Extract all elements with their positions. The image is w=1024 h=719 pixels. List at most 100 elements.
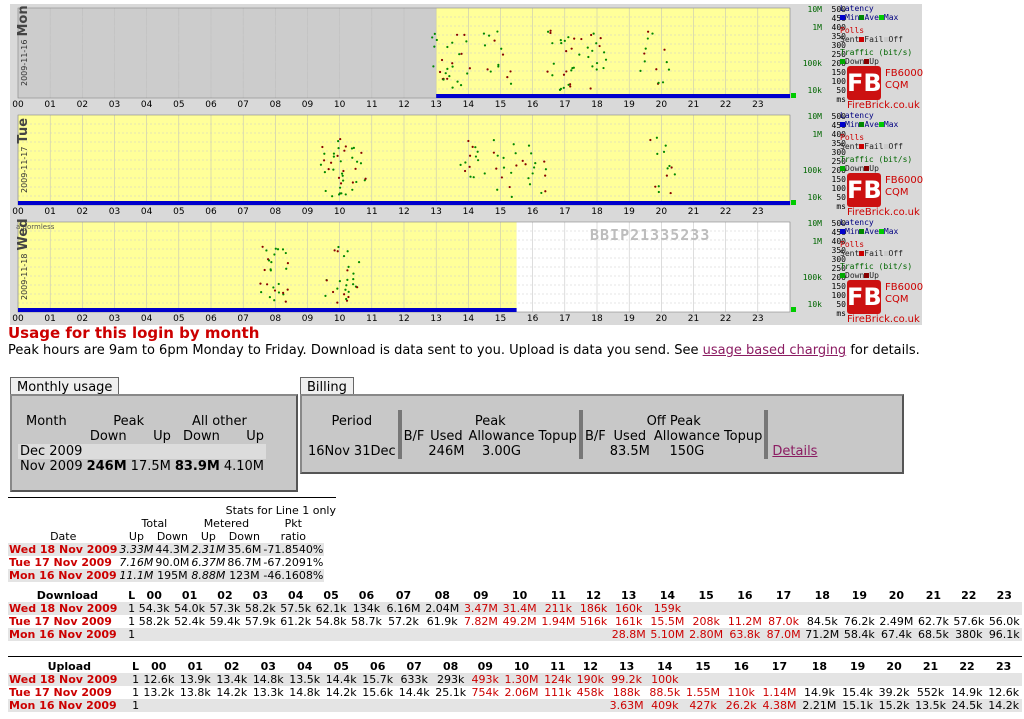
traffic-dot [534,162,537,165]
traffic-dot [340,172,344,175]
col-hour: 18 [811,660,828,673]
traffic-dot [543,160,546,163]
value-cell [136,628,172,641]
latency-axis-label: 100 [831,77,846,86]
value-cell: 190k [574,673,607,686]
hour-label: 00 [12,207,24,217]
value-cell: 63.8k [725,628,765,641]
traffic-dot [591,65,594,68]
traffic-dot [446,67,449,70]
latency-axis-label: ms [836,202,846,211]
info-text: Peak hours are 9am to 6pm Monday to Frid… [8,343,703,358]
line-cell: 1 [126,602,137,615]
hour-label: 22 [719,207,732,217]
traffic-dot [322,159,326,162]
line-cell: 1 [130,699,141,712]
value-cell: 161k [615,615,643,628]
value-cell [384,628,423,641]
value-cell: 13.3k [252,686,284,699]
table-row: Wed 18 Nov 2009 3.33M 44.3M 2.31M 35.6M … [8,543,325,556]
traffic-dot [471,145,474,148]
col-hour: 17 [775,589,792,602]
tab-monthly-usage[interactable]: Monthly usage [10,377,120,397]
col-hour: 17 [771,660,788,673]
hourly-upload-table: Upload L 00 01 02 03 04 05 06 07 08 09 10 11 12 13 14 15 1… [8,660,1022,712]
hour-label: 22 [719,100,732,110]
hour-label: 02 [76,314,89,324]
col-allowance: Allowance [468,429,535,444]
col-hour: 06 [358,589,375,602]
traffic-axis-label: 1M [812,237,822,246]
traffic-dot [663,48,666,51]
value-cell [951,602,987,615]
period-from: 16Nov [308,444,350,459]
traffic-dot [673,173,676,176]
traffic-dot [281,248,285,251]
traffic-dot [329,161,333,164]
traffic-dot [562,86,565,89]
col-hour: 00 [146,589,162,602]
traffic-dot [603,51,606,54]
col-peak-up: Up [153,429,171,444]
col-hour: 12 [582,660,598,673]
traffic-dot [355,180,358,184]
traffic-dot [285,267,288,270]
traffic-dot [580,37,583,41]
line-cell: 1 [128,615,136,628]
traffic-dot [459,163,462,166]
traffic-dot [463,33,466,36]
stats-table: Total Metered Pkt Date Up Down Up Down r… [8,517,325,582]
col-hour: 20 [886,660,902,673]
traffic-dot [351,156,354,159]
value-cell: 14.2k [216,686,248,699]
traffic-dot [549,29,552,32]
value-cell: 458k [576,686,605,699]
hour-label: 23 [752,314,764,324]
traffic-dot [665,61,668,64]
value-cell: 211k [539,602,578,615]
col-bf: B/F [403,429,425,444]
value-cell [501,699,542,712]
tab-billing[interactable]: Billing [300,377,354,397]
traffic-dot [565,70,568,73]
value-cell: 14.2k [985,699,1022,712]
latency-axis-label: 150 [831,282,846,291]
traffic-dot [560,42,563,45]
latency-axis-label: 300 [831,41,846,50]
traffic-dot [284,300,287,303]
hour-label: 08 [269,314,282,324]
traffic-dot [451,86,454,89]
col-hour: 10 [512,589,528,602]
latency-axis-label: 500 [831,219,846,228]
traffic-dot [651,32,654,35]
hour-label: 00 [12,100,24,110]
legend-traffic: Traffic (bit/s) [840,262,913,271]
value-cell [250,699,287,712]
traffic-dot [319,163,323,166]
traffic-dot [323,152,326,155]
col-hour: 11 [550,589,567,602]
traffic-dot [282,291,285,294]
traffic-dot [321,145,324,149]
traffic-dot [346,269,349,272]
details-link[interactable]: Details [772,444,818,459]
value-cell [140,699,178,712]
col-peak: Peak [113,414,145,429]
value-cell: 54.0k [171,602,208,615]
value-cell: 57.6k [953,615,985,628]
value-cell [395,699,433,712]
value-cell: 3.47M [461,602,501,615]
col-topup: Topup [723,429,763,444]
latency-axis-label: 50 [836,300,846,309]
col-hour: 03 [260,660,276,673]
value-cell: 54.8k [315,615,347,628]
usage-charging-link[interactable]: usage based charging [702,343,847,358]
value-cell [402,444,427,459]
hour-label: 19 [623,100,635,110]
traffic-dot [655,68,658,71]
usage-title: Usage for this login by month [8,324,260,342]
table-row: Mon 16 Nov 2009 1 3.63M 409k 427k 26.2k 4.38M 2… [8,699,1022,712]
table-row: Wed 18 Nov 2009 1 54.3k 54.0k 57.3k 58.2k 57.5… [8,602,1022,615]
traffic-dot [338,193,341,196]
hour-label: 05 [173,314,185,324]
